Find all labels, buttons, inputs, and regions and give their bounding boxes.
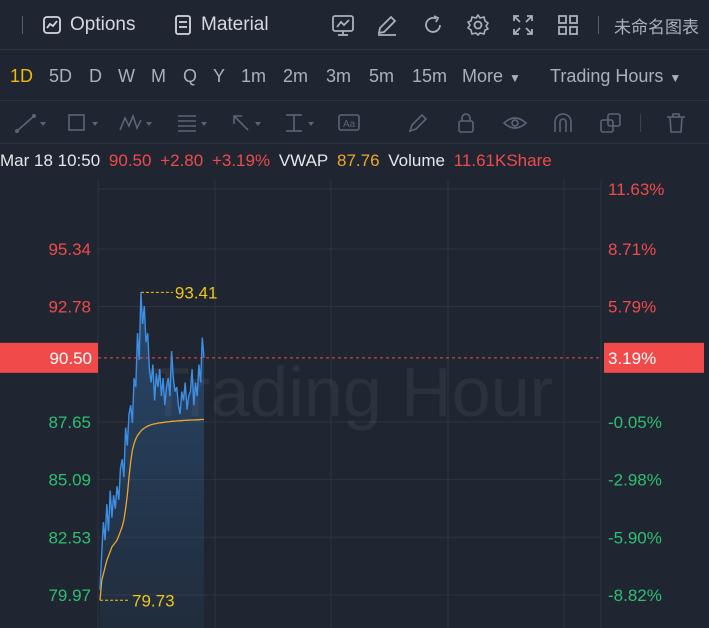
- vwap-line: [99, 418, 204, 601]
- price-chart[interactable]: Trading Hour 95.34 92.78 87.65 85.09 82.53 79…: [0, 180, 709, 628]
- watermark-text: Trading Hour: [147, 353, 553, 431]
- chart-name[interactable]: 未命名图表: [614, 17, 699, 37]
- toolbar-separator: [640, 114, 641, 132]
- drawing-toolbar: Aa: [0, 102, 709, 144]
- interval-5d[interactable]: 5D: [49, 66, 73, 86]
- more-label: More: [462, 66, 504, 86]
- left-axis-tick-label: 92.78: [48, 298, 91, 317]
- price-legend: Mar 18 10:50 90.50 +2.80 +3.19% VWAP 87.…: [0, 151, 709, 179]
- interval-15m[interactable]: 15m: [412, 66, 448, 86]
- toolbar-separator: [22, 16, 23, 34]
- chart-annotations: 93.41 79.73: [98, 283, 601, 610]
- more-intervals-dropdown[interactable]: More ▼: [462, 51, 521, 101]
- options-button[interactable]: Options: [42, 0, 135, 50]
- shape-tool-icon[interactable]: [66, 110, 102, 136]
- current-pct-tag: [604, 342, 704, 373]
- left-price-axis: 95.34 92.78 87.65 85.09 82.53 79.97 90.50: [0, 240, 98, 605]
- current-price-tag-label: 90.50: [49, 349, 92, 368]
- eye-icon[interactable]: [502, 110, 538, 136]
- left-axis-tick-label: 87.65: [48, 413, 91, 432]
- session-dropdown[interactable]: Trading Hours ▼: [550, 51, 681, 101]
- interval-y[interactable]: Y: [213, 66, 226, 86]
- toolbar-separator: [598, 16, 599, 34]
- document-icon: [174, 15, 192, 35]
- session-label: Trading Hours: [550, 66, 664, 86]
- lock-icon[interactable]: [455, 110, 491, 136]
- interval-w[interactable]: W: [118, 66, 135, 86]
- interval-1m[interactable]: 1m: [241, 66, 267, 86]
- right-axis-tick-label: -0.05%: [608, 413, 662, 432]
- top-toolbar: Options Material 未命名图表: [0, 0, 709, 50]
- left-axis-tick-label: 79.97: [48, 586, 91, 605]
- fullscreen-icon[interactable]: [510, 12, 536, 38]
- pattern-tool-icon[interactable]: [118, 110, 154, 136]
- legend-price: 90.50: [108, 151, 152, 170]
- interval-d[interactable]: D: [89, 66, 102, 86]
- right-axis-tick-label: -5.90%: [608, 528, 662, 547]
- refresh-icon[interactable]: [420, 12, 446, 38]
- left-axis-tick-label: 95.34: [48, 240, 91, 259]
- text-tool-icon[interactable]: Aa: [337, 110, 373, 136]
- fibonacci-tool-icon[interactable]: [176, 110, 212, 136]
- price-line: [99, 292, 205, 590]
- right-percent-axis: 11.63% 8.71% 5.79% -0.05% -2.98% -5.90% -8.82%…: [604, 180, 704, 605]
- left-axis-tick-label: 82.53: [48, 528, 91, 547]
- price-area-fill: [100, 292, 204, 628]
- material-button[interactable]: Material: [174, 0, 269, 50]
- chart-series: [99, 292, 205, 628]
- caret-down-icon: ▼: [669, 71, 682, 85]
- magnet-icon[interactable]: [551, 110, 587, 136]
- interval-3m[interactable]: 3m: [326, 66, 352, 86]
- legend-vwap-label: VWAP: [278, 151, 329, 170]
- svg-text:Aa: Aa: [343, 119, 356, 130]
- interval-m[interactable]: M: [151, 66, 166, 86]
- chart-options-icon: [42, 15, 62, 35]
- caret-down-icon: ▼: [509, 71, 521, 85]
- high-price-label: 93.41: [175, 283, 218, 302]
- legend-volume-label: Volume: [388, 151, 445, 170]
- arrow-tool-icon[interactable]: [230, 110, 266, 136]
- interval-2m[interactable]: 2m: [283, 66, 309, 86]
- left-axis-tick-label: 85.09: [48, 471, 91, 490]
- edit-icon[interactable]: [374, 12, 400, 38]
- chart-grid: [97, 180, 602, 628]
- trash-icon[interactable]: [664, 110, 700, 136]
- material-label: Material: [201, 14, 269, 35]
- right-axis-tick-label: -8.82%: [608, 586, 662, 605]
- trend-line-tool-icon[interactable]: [14, 110, 50, 136]
- legend-vwap-value: 87.76: [337, 151, 380, 170]
- options-label: Options: [70, 14, 136, 35]
- right-axis-tick-label: 8.71%: [608, 240, 656, 259]
- current-pct-tag-label: 3.19%: [608, 349, 656, 368]
- layout-grid-icon[interactable]: [555, 12, 581, 38]
- measure-tool-icon[interactable]: [283, 110, 319, 136]
- interval-q[interactable]: Q: [183, 66, 198, 86]
- interval-1d[interactable]: 1D: [10, 66, 34, 86]
- legend-datetime: Mar 18 10:50: [0, 151, 101, 170]
- low-price-label: 79.73: [132, 591, 175, 610]
- layers-icon[interactable]: [598, 110, 634, 136]
- settings-gear-icon[interactable]: [465, 12, 491, 38]
- legend-change: +2.80: [160, 151, 204, 170]
- interval-bar: 1D 5D D W M Q Y 1m 2m 3m 5m 15m More ▼ Tr…: [0, 51, 709, 101]
- brush-icon[interactable]: [406, 110, 442, 136]
- legend-volume-value: 11.61KShare: [453, 151, 552, 170]
- right-axis-tick-label: 11.63%: [608, 180, 664, 199]
- right-axis-tick-label: 5.79%: [608, 298, 656, 317]
- legend-change-pct: +3.19%: [211, 151, 271, 170]
- interval-5m[interactable]: 5m: [369, 66, 395, 86]
- current-price-tag: [0, 342, 98, 373]
- indicator-chart-icon[interactable]: [330, 12, 356, 38]
- right-axis-tick-label: -2.98%: [608, 471, 662, 490]
